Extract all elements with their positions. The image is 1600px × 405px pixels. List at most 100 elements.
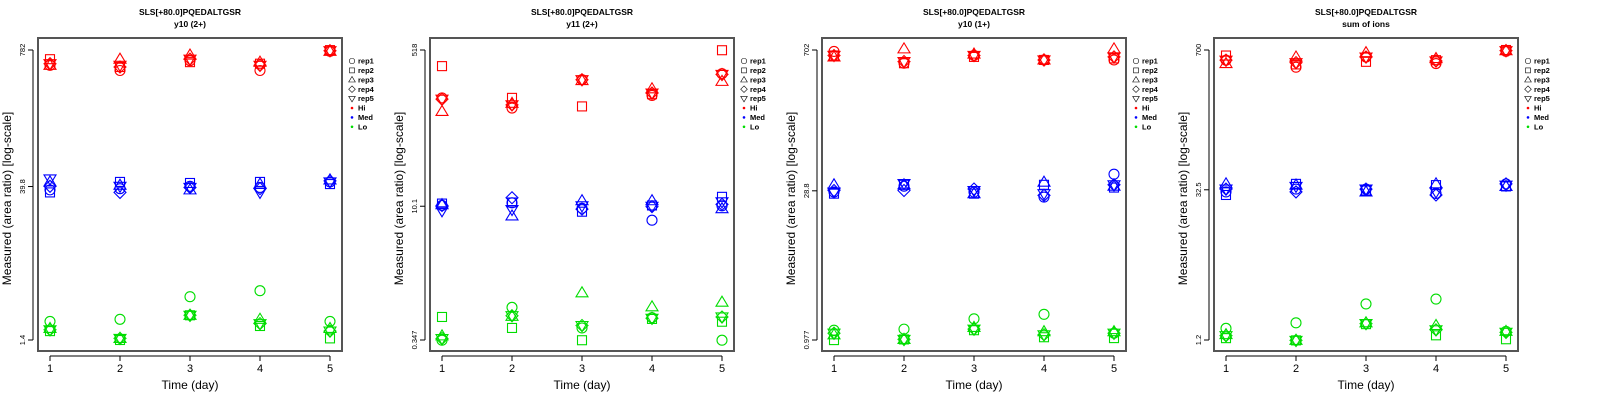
legend-label: rep1 <box>1534 57 1550 66</box>
data-point-med-rep5-day5 <box>1499 180 1513 193</box>
data-point-hi-rep5-day2 <box>113 60 127 73</box>
data-point-lo-rep3-day1 <box>1219 327 1233 340</box>
legend-symbol-rep2 <box>1133 67 1139 74</box>
data-point-hi-rep5-day4 <box>1429 56 1443 69</box>
data-point-lo-rep3-day5 <box>1499 324 1513 336</box>
data-point-med-rep3-day1 <box>1219 176 1233 189</box>
legend-label: rep4 <box>750 85 767 94</box>
legend-triangle-up-icon <box>1132 75 1140 83</box>
y-tick-label: 28.8 <box>802 184 811 199</box>
legend-label: rep2 <box>1534 66 1550 75</box>
legend-label: rep4 <box>1534 85 1551 94</box>
series-med <box>43 172 337 200</box>
legend-dot-med <box>1134 116 1138 119</box>
series-hi <box>435 45 729 117</box>
legend-label: rep2 <box>1142 66 1158 75</box>
data-point-med-rep3-day1 <box>435 197 449 210</box>
data-point-med-rep1-day5 <box>1108 168 1120 180</box>
y-axis-label: Measured (area ratio) [log-scale] <box>784 112 798 285</box>
data-point-hi-rep3-day2 <box>1289 49 1303 62</box>
data-point-hi-rep5-day1 <box>43 59 57 71</box>
plot-frame <box>37 37 343 352</box>
legend-dot-lo <box>1134 125 1138 129</box>
data-point-hi-rep3-day5 <box>1499 43 1513 56</box>
data-point-med-rep2-day1 <box>1220 189 1232 201</box>
data-point-med-rep3-day2 <box>505 208 519 221</box>
data-point-med-rep2-day2 <box>506 197 518 208</box>
legend-symbol-rep4 <box>1132 85 1140 93</box>
x-tick-label: 1 <box>1223 363 1229 375</box>
data-point-med-rep5-day3 <box>1359 184 1373 197</box>
data-point-lo-rep1-day2 <box>506 301 518 313</box>
data-point-lo-rep1-day4 <box>1038 308 1050 320</box>
legend-symbol-rep1 <box>348 57 356 65</box>
data-point-lo-rep1-day5 <box>324 315 336 327</box>
data-point-hi-rep3-day3 <box>1359 45 1373 58</box>
data-point-med-rep5-day4 <box>645 201 659 214</box>
data-point-lo-rep1-day2 <box>114 313 126 325</box>
data-point-med-rep3-day2 <box>1289 178 1303 190</box>
legend-symbol-rep1 <box>740 57 748 65</box>
data-point-lo-rep5-day1 <box>435 333 449 346</box>
legend-label: Med <box>750 113 765 122</box>
data-point-hi-rep5-day4 <box>645 88 659 101</box>
data-point-hi-rep5-day3 <box>183 54 197 67</box>
data-point-lo-rep2-day2 <box>506 322 518 334</box>
legend-label: rep3 <box>750 75 766 84</box>
y-axis-label: Measured (area ratio) [log-scale] <box>392 112 406 285</box>
legend-dot-hi <box>350 106 354 110</box>
x-axis-label: Time (day) <box>162 378 219 392</box>
x-tick-label: 2 <box>117 363 123 375</box>
y-tick-label: 702 <box>802 44 811 57</box>
legend-dot-lo <box>742 125 746 129</box>
data-point-lo-rep3-day3 <box>1359 315 1373 328</box>
legend-symbol-rep3 <box>348 75 356 83</box>
data-point-hi-rep5-day4 <box>1037 55 1051 68</box>
y-tick-label: 0.977 <box>802 331 811 350</box>
x-axis-label: Time (day) <box>554 378 611 392</box>
legend-label: Med <box>358 113 373 122</box>
data-point-med-rep3-day3 <box>575 193 589 206</box>
legend-dot-hi <box>742 106 746 110</box>
data-point-hi-rep2-day1 <box>436 61 448 72</box>
legend-diamond-icon <box>740 85 748 93</box>
data-point-hi-rep5-day5 <box>1107 52 1121 64</box>
data-point-hi-rep3-day4 <box>645 81 659 94</box>
x-axis-label: Time (day) <box>946 378 1003 392</box>
data-point-lo-rep1-day2 <box>1290 317 1302 329</box>
legend-dot-hi <box>1526 106 1530 110</box>
y-tick-label: 32.5 <box>1194 182 1203 197</box>
data-point-lo-rep1-day5 <box>716 334 728 346</box>
data-point-med-rep5-day1 <box>827 187 841 200</box>
legend-label: Hi <box>1142 104 1150 113</box>
panel-3: SLS[+80.0]PQEDALTGSR y10 (1+) 0.977 28.8 702… <box>784 7 1159 392</box>
legend-circle-icon <box>1132 57 1140 65</box>
chart-title: SLS[+80.0]PQEDALTGSR <box>1315 7 1417 17</box>
panel-4: SLS[+80.0]PQEDALTGSR sum of ions 1.2 32.5 70… <box>1176 7 1551 392</box>
data-point-hi-rep3-day3 <box>183 48 197 60</box>
legend-label: Hi <box>750 104 758 113</box>
data-point-hi-rep3-day5 <box>715 74 729 86</box>
legend-label: rep2 <box>750 66 766 75</box>
legend-symbol-rep2 <box>1525 67 1531 74</box>
legend-circle-icon <box>348 57 356 65</box>
data-point-hi-rep3-day1 <box>435 104 449 117</box>
data-point-lo-rep3-day2 <box>113 331 127 343</box>
legend-label: Hi <box>358 104 366 113</box>
data-point-hi-rep2-day1 <box>1220 50 1232 61</box>
data-point-lo-rep5-day4 <box>645 313 659 326</box>
legend-label: Med <box>1534 113 1549 122</box>
legend-diamond-icon <box>348 85 356 93</box>
legend-label: rep3 <box>358 75 374 84</box>
data-point-med-rep4-day2 <box>897 183 911 198</box>
x-tick-label: 2 <box>509 363 515 375</box>
legend-triangle-down-icon <box>1524 96 1532 103</box>
legend-triangle-down-icon <box>1132 96 1140 103</box>
legend-label: rep1 <box>358 57 374 66</box>
data-point-lo-rep1-day3 <box>1360 298 1372 310</box>
legend-square-icon <box>1525 67 1531 74</box>
data-point-lo-rep1-day4 <box>254 285 266 297</box>
chart-subtitle: y10 (1+) <box>958 19 990 29</box>
data-point-lo-rep3-day4 <box>645 299 659 312</box>
